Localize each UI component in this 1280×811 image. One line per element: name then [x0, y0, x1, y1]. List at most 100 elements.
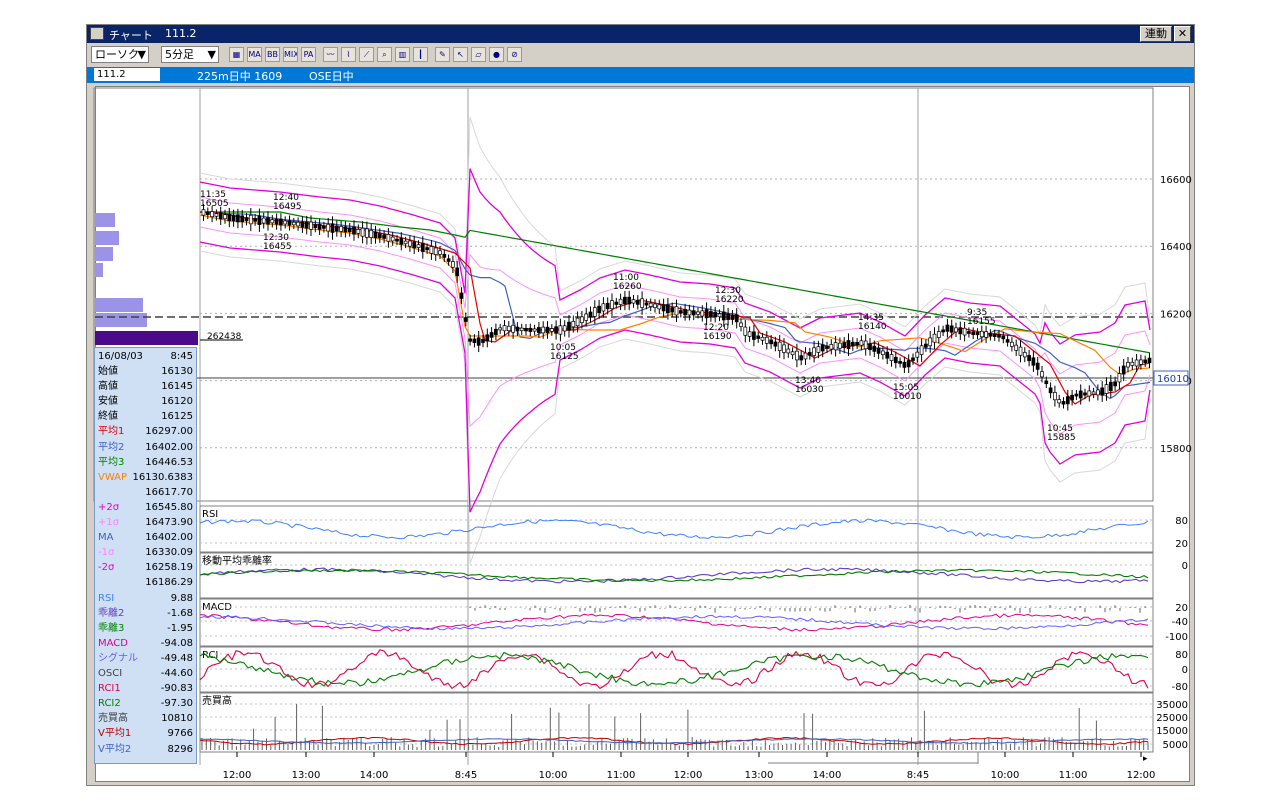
- candle-body: [670, 307, 675, 313]
- candle-body: [795, 350, 799, 361]
- candle-body: [253, 218, 257, 222]
- pa-icon[interactable]: PA: [301, 47, 316, 62]
- candle-body: [601, 303, 606, 312]
- panel-row: MACD -94.08: [98, 637, 193, 651]
- volume-profile-bar: [95, 247, 113, 261]
- candle-body: [1031, 357, 1036, 366]
- panel-row-value: -90.83: [160, 683, 193, 695]
- bollinger-plus1-line: [199, 196, 1151, 375]
- fibo-icon[interactable]: ┃: [413, 47, 428, 62]
- trend-icon[interactable]: ⟋: [359, 47, 374, 62]
- annotation-time: 15:05: [893, 383, 919, 393]
- panel-row-value: -1.68: [167, 607, 193, 619]
- candle-body: [481, 339, 485, 343]
- candle-body: [244, 217, 249, 222]
- panel-row-label: シグナル: [98, 652, 138, 664]
- cursor-icon[interactable]: ↖: [453, 47, 468, 62]
- chart-area[interactable]: [95, 86, 1190, 782]
- subchart-label: 売買高: [202, 694, 232, 707]
- candle-body: [915, 351, 920, 358]
- main-chart-frame: [93, 87, 1154, 502]
- symbol-field[interactable]: 111.2: [94, 68, 160, 81]
- panel-row: +1σ 16473.90: [98, 516, 193, 530]
- candle-body: [666, 304, 670, 314]
- candle-body: [588, 311, 593, 318]
- volume-profile-bar: [95, 313, 147, 327]
- candle-body: [1001, 335, 1006, 340]
- candle-body: [597, 305, 601, 314]
- bar-icon[interactable]: ▦: [229, 47, 244, 62]
- window-code: 111.2: [165, 27, 197, 40]
- panel-row-label: RCI2: [98, 698, 121, 710]
- candle-body: [506, 325, 511, 332]
- panel-row: 高値 16145: [98, 380, 193, 394]
- annotation-price: 16220: [715, 295, 744, 305]
- candle-body: [868, 343, 872, 351]
- panel-row-value: 9.88: [170, 592, 193, 604]
- candle-body: [442, 253, 447, 258]
- candle-body: [623, 296, 627, 305]
- candle-body: [494, 328, 498, 335]
- zoom-icon[interactable]: ⌕: [377, 47, 392, 62]
- no-draw-icon[interactable]: ⊘: [507, 47, 522, 62]
- panel-row-value: 16473.90: [145, 517, 193, 528]
- candle-body: [567, 321, 571, 331]
- candle-body: [223, 214, 227, 220]
- bollinger-plus2-line: [199, 168, 1151, 346]
- panel-row-label: MACD: [98, 637, 128, 649]
- close-button[interactable]: ✕: [1174, 26, 1191, 42]
- candle-body: [700, 310, 705, 317]
- candle-body: [1139, 359, 1143, 365]
- candle-body: [885, 351, 890, 359]
- title-bar[interactable]: チャート 111.2 連動 ✕: [87, 25, 1194, 43]
- candle-body: [1074, 393, 1079, 397]
- candle-body: [764, 336, 769, 344]
- candle-body: [657, 304, 662, 310]
- candle-body: [627, 296, 632, 305]
- link-button[interactable]: 連動: [1140, 26, 1172, 42]
- candle-body: [928, 337, 933, 347]
- subchart-tick-label: -100: [1165, 632, 1188, 643]
- panel-row-label: RSI: [98, 592, 115, 604]
- candle-body: [214, 213, 219, 217]
- subchart-tick-label: 80: [1175, 516, 1188, 527]
- candle-body: [373, 231, 378, 239]
- candle-body: [528, 327, 533, 332]
- mix-icon[interactable]: MIX: [283, 47, 298, 62]
- bollinger-outer-lower: [199, 250, 1151, 564]
- candle-body: [1044, 380, 1049, 385]
- subchart-label: RCI: [202, 650, 218, 661]
- candle-body: [416, 244, 421, 248]
- line-icon[interactable]: 〰: [323, 47, 338, 62]
- instrument-name: 225m日中 1609: [197, 70, 283, 83]
- time-axis-label: 11:00: [607, 770, 636, 781]
- ma-icon[interactable]: MA: [247, 47, 262, 62]
- pattern-icon[interactable]: ⌇: [341, 47, 356, 62]
- interval-select[interactable]: 5分足 ▼: [161, 46, 219, 63]
- candle-body: [984, 331, 988, 338]
- candle-body: [726, 313, 730, 320]
- subchart-tick-label: -40: [1172, 617, 1188, 628]
- eraser-icon[interactable]: ▱: [471, 47, 486, 62]
- bb-icon[interactable]: BB: [265, 47, 280, 62]
- candle-body: [541, 326, 546, 334]
- candle-body: [472, 338, 477, 343]
- panel-row-value: -44.60: [160, 668, 193, 679]
- coin-icon[interactable]: ●: [489, 47, 504, 62]
- candle-body: [1027, 355, 1031, 362]
- candle-body: [524, 327, 528, 332]
- candle-body: [1143, 359, 1148, 363]
- chart-type-select[interactable]: ローソク ▼: [91, 46, 149, 63]
- candle-body: [807, 352, 812, 356]
- panel-row-label: VWAP: [98, 471, 128, 483]
- pen-icon[interactable]: ✎: [435, 47, 450, 62]
- time-axis-label: 12:00: [223, 770, 252, 781]
- candle-body: [838, 342, 842, 349]
- vwap-line: [199, 214, 1151, 376]
- candle-body: [962, 327, 967, 336]
- compare-icon[interactable]: ▥: [395, 47, 410, 62]
- subchart-tick-label: 20: [1175, 603, 1188, 614]
- candle-body: [967, 331, 971, 334]
- candle-body: [584, 313, 589, 321]
